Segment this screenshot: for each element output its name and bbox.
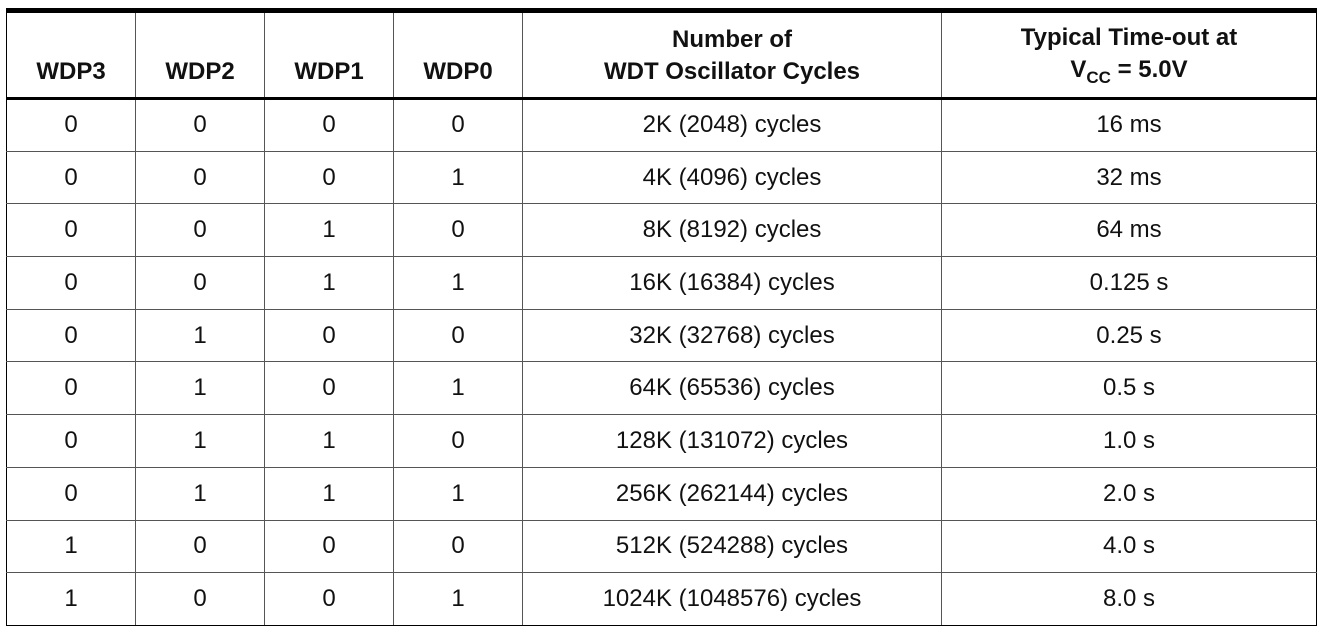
cell-oscillator-cycles: 4K (4096) cycles: [522, 150, 942, 205]
header-wdp3: WDP3: [6, 8, 136, 100]
table-row: 0 0 1 0 8K (8192) cycles 64 ms: [6, 203, 1317, 258]
cell-wdp0: 0: [393, 308, 523, 363]
cell-wdp3: 0: [6, 466, 136, 521]
table-row: 1 0 0 0 512K (524288) cycles 4.0 s: [6, 519, 1317, 574]
cell-wdp3: 0: [6, 414, 136, 468]
header-cycles-line2: WDT Oscillator Cycles: [603, 58, 861, 85]
cell-wdp2: 0: [135, 256, 265, 310]
cell-oscillator-cycles: 1024K (1048576) cycles: [522, 572, 942, 626]
cell-wdp1: 0: [264, 519, 394, 574]
watchdog-prescale-table-container: WDP3 WDP2 WDP1 WDP0 Number of WDT Oscill…: [6, 8, 1317, 626]
header-wdp0: WDP0: [393, 8, 523, 100]
cell-wdp0: 1: [393, 572, 523, 626]
cell-typical-timeout: 0.25 s: [941, 308, 1317, 363]
cell-wdp0: 1: [393, 256, 523, 310]
header-cycles-line1: Number of: [672, 26, 792, 53]
cell-wdp2: 0: [135, 519, 265, 574]
cell-wdp0: 1: [393, 466, 523, 521]
watchdog-prescale-table: WDP3 WDP2 WDP1 WDP0 Number of WDT Oscill…: [6, 8, 1317, 626]
cell-wdp3: 0: [6, 150, 136, 205]
cell-wdp0: 1: [393, 361, 523, 416]
cell-wdp1: 0: [264, 361, 394, 416]
cell-typical-timeout: 16 ms: [941, 98, 1317, 152]
cell-wdp2: 1: [135, 361, 265, 416]
table-row: 0 0 0 1 4K (4096) cycles 32 ms: [6, 150, 1317, 205]
header-timeout-subscript: CC: [1086, 68, 1111, 87]
cell-wdp1: 0: [264, 98, 394, 152]
header-timeout-line2: VCC = 5.0V: [948, 54, 1310, 88]
cell-wdp2: 1: [135, 466, 265, 521]
cell-wdp3: 0: [6, 361, 136, 416]
cell-typical-timeout: 2.0 s: [941, 466, 1317, 521]
cell-wdp1: 1: [264, 414, 394, 468]
cell-wdp0: 0: [393, 98, 523, 152]
table-row: 0 1 1 0 128K (131072) cycles 1.0 s: [6, 414, 1317, 468]
cell-wdp2: 0: [135, 98, 265, 152]
cell-typical-timeout: 4.0 s: [941, 519, 1317, 574]
table-row: 0 1 1 1 256K (262144) cycles 2.0 s: [6, 466, 1317, 521]
header-wdp1: WDP1: [264, 8, 394, 100]
cell-typical-timeout: 1.0 s: [941, 414, 1317, 468]
cell-wdp0: 0: [393, 203, 523, 258]
header-row: WDP3 WDP2 WDP1 WDP0 Number of WDT Oscill…: [6, 8, 1317, 100]
cell-oscillator-cycles: 16K (16384) cycles: [522, 256, 942, 310]
cell-typical-timeout: 0.5 s: [941, 361, 1317, 416]
cell-typical-timeout: 8.0 s: [941, 572, 1317, 626]
cell-wdp0: 0: [393, 414, 523, 468]
table-header: WDP3 WDP2 WDP1 WDP0 Number of WDT Oscill…: [6, 8, 1317, 100]
cell-wdp3: 0: [6, 256, 136, 310]
cell-wdp2: 0: [135, 572, 265, 626]
cell-wdp3: 0: [6, 308, 136, 363]
cell-wdp0: 1: [393, 150, 523, 205]
cell-typical-timeout: 64 ms: [941, 203, 1317, 258]
header-timeout-v: V: [1070, 56, 1087, 83]
cell-oscillator-cycles: 64K (65536) cycles: [522, 361, 942, 416]
header-typical-timeout: Typical Time-out at VCC = 5.0V: [941, 8, 1317, 100]
header-timeout-line1: Typical Time-out at: [1020, 24, 1238, 51]
table-row: 0 0 1 1 16K (16384) cycles 0.125 s: [6, 256, 1317, 310]
cell-wdp0: 0: [393, 519, 523, 574]
cell-wdp2: 1: [135, 414, 265, 468]
cell-oscillator-cycles: 256K (262144) cycles: [522, 466, 942, 521]
table-row: 1 0 0 1 1024K (1048576) cycles 8.0 s: [6, 572, 1317, 626]
header-wdp2: WDP2: [135, 8, 265, 100]
cell-wdp1: 0: [264, 572, 394, 626]
cell-wdp3: 1: [6, 572, 136, 626]
table-row: 0 0 0 0 2K (2048) cycles 16 ms: [6, 98, 1317, 152]
cell-oscillator-cycles: 2K (2048) cycles: [522, 98, 942, 152]
cell-typical-timeout: 32 ms: [941, 150, 1317, 205]
table-row: 0 1 0 1 64K (65536) cycles 0.5 s: [6, 361, 1317, 416]
cell-typical-timeout: 0.125 s: [941, 256, 1317, 310]
header-timeout-voltage: = 5.0V: [1110, 56, 1188, 83]
cell-wdp3: 0: [6, 203, 136, 258]
cell-wdp3: 0: [6, 98, 136, 152]
cell-wdp1: 1: [264, 466, 394, 521]
table-body: 0 0 0 0 2K (2048) cycles 16 ms 0 0 0 1 4K (4096) c…: [6, 98, 1317, 626]
cell-wdp1: 0: [264, 308, 394, 363]
header-oscillator-cycles: Number of WDT Oscillator Cycles: [522, 8, 942, 100]
cell-oscillator-cycles: 128K (131072) cycles: [522, 414, 942, 468]
cell-oscillator-cycles: 32K (32768) cycles: [522, 308, 942, 363]
cell-wdp1: 1: [264, 256, 394, 310]
cell-wdp1: 1: [264, 203, 394, 258]
cell-oscillator-cycles: 8K (8192) cycles: [522, 203, 942, 258]
cell-wdp1: 0: [264, 150, 394, 205]
cell-wdp2: 1: [135, 308, 265, 363]
cell-oscillator-cycles: 512K (524288) cycles: [522, 519, 942, 574]
cell-wdp2: 0: [135, 203, 265, 258]
table-row: 0 1 0 0 32K (32768) cycles 0.25 s: [6, 308, 1317, 363]
cell-wdp3: 1: [6, 519, 136, 574]
cell-wdp2: 0: [135, 150, 265, 205]
